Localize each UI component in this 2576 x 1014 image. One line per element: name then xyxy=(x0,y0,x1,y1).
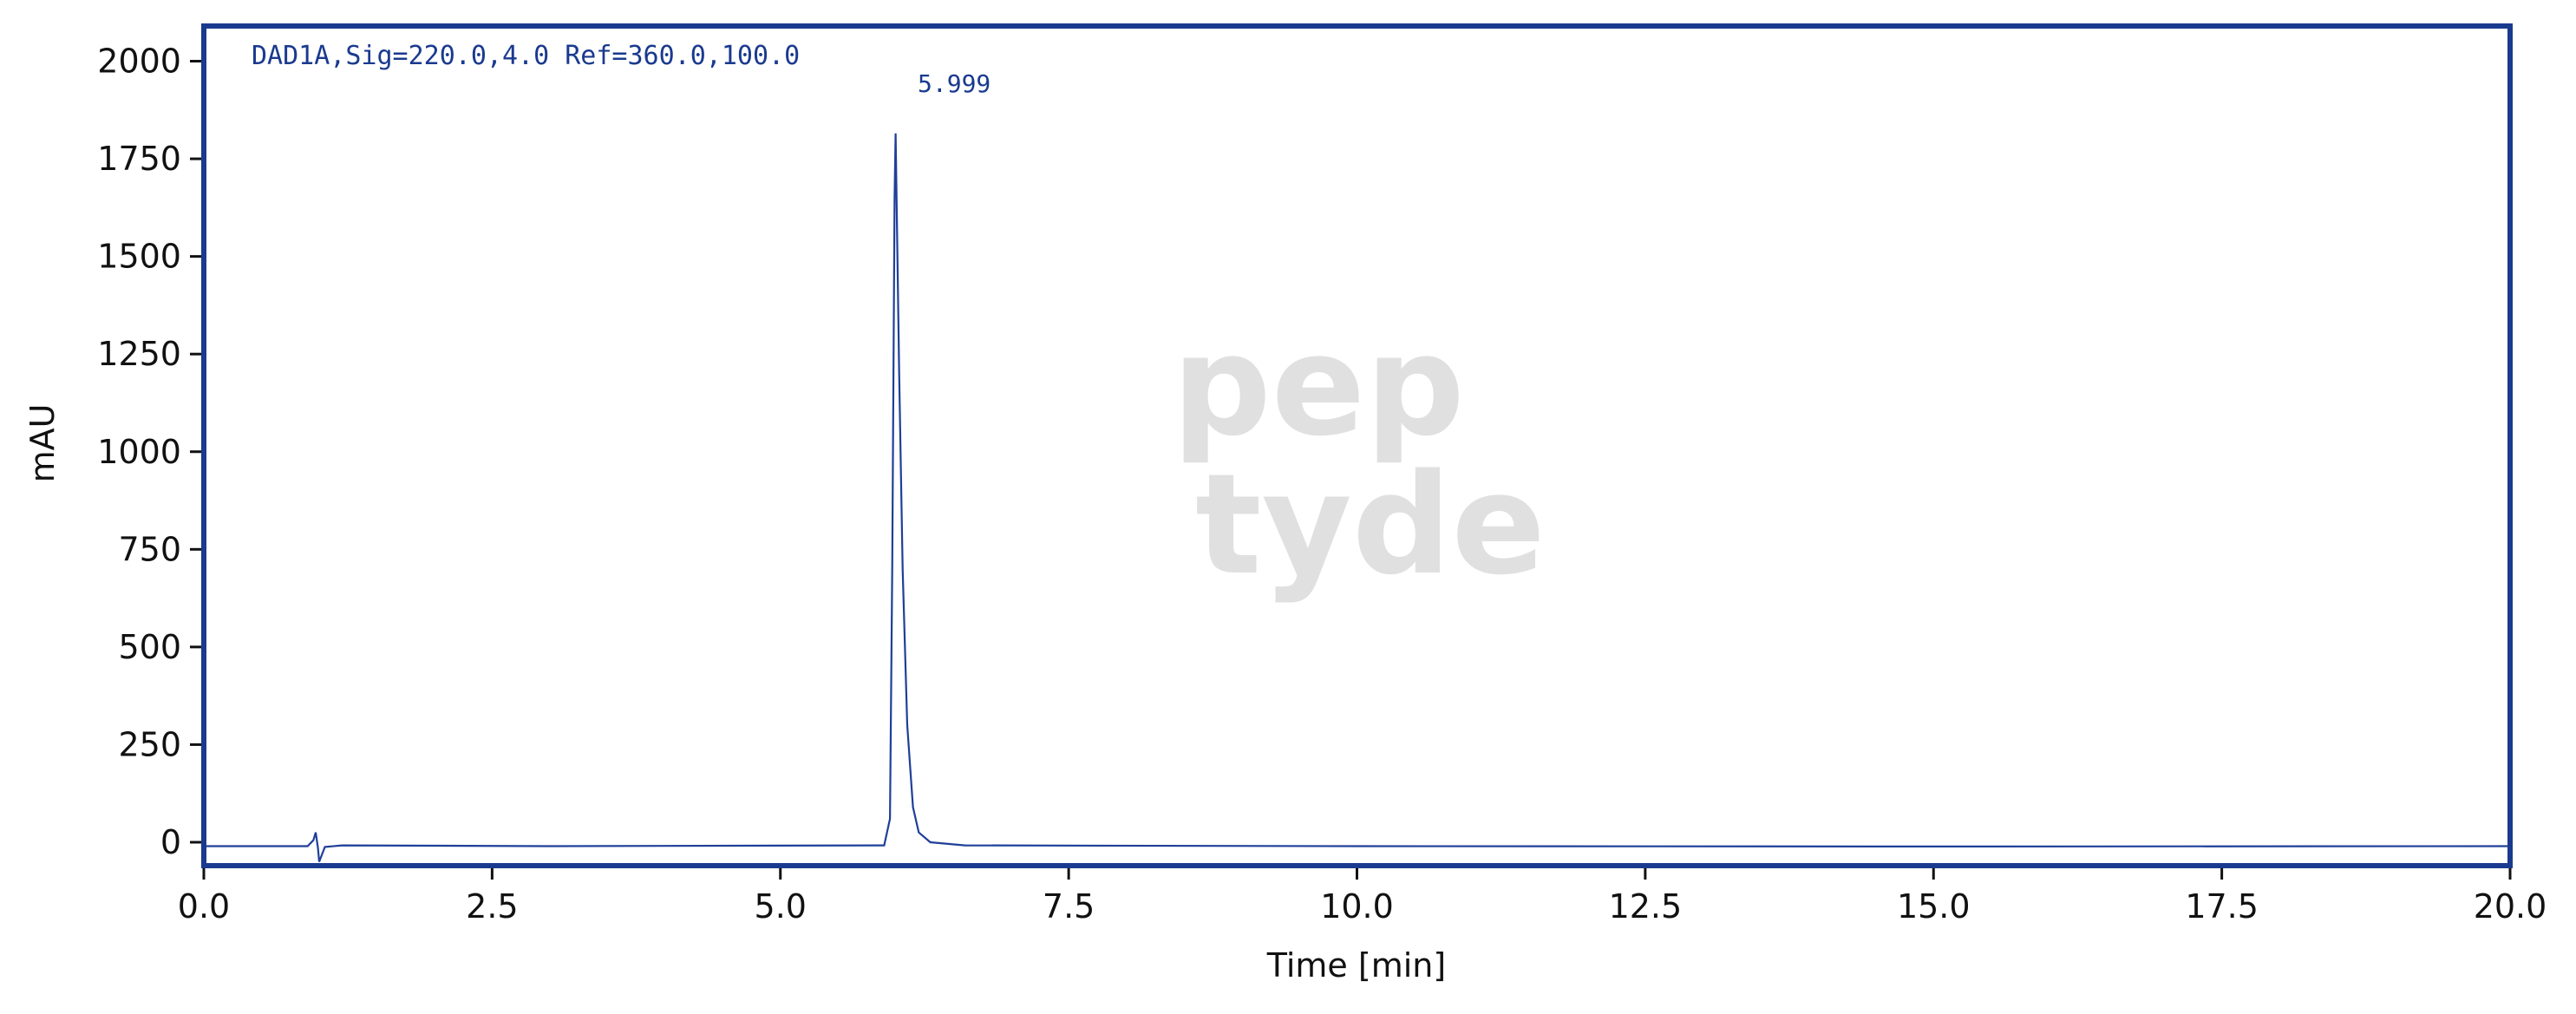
y-tick-label: 500 xyxy=(118,628,181,666)
y-tick-label: 1250 xyxy=(97,335,181,373)
y-tick-label: 750 xyxy=(118,530,181,568)
watermark: tyde xyxy=(1195,443,1546,605)
y-tick-label: 1500 xyxy=(97,238,181,276)
x-tick-label: 10.0 xyxy=(1320,887,1394,926)
x-tick-label: 7.5 xyxy=(1043,887,1095,926)
x-tick-label: 2.5 xyxy=(466,887,518,926)
x-tick-label: 17.5 xyxy=(2185,887,2259,926)
chromatogram-line xyxy=(204,133,2511,862)
signal-annotation: DAD1A,Sig=220.0,4.0 Ref=360.0,100.0 xyxy=(252,41,800,71)
y-tick-label: 2000 xyxy=(97,43,181,81)
x-tick-label: 15.0 xyxy=(1897,887,1971,926)
y-tick-label: 1000 xyxy=(97,433,181,471)
y-tick-label: 250 xyxy=(118,725,181,763)
x-tick-label: 5.0 xyxy=(755,887,807,926)
x-tick-label: 0.0 xyxy=(178,887,230,926)
y-axis-label: mAU xyxy=(23,404,62,483)
x-axis-label: Time [min] xyxy=(1266,946,1446,985)
y-tick-label: 0 xyxy=(160,823,181,861)
x-tick-label: 12.5 xyxy=(1609,887,1683,926)
peak-label: 5.999 xyxy=(918,69,991,98)
x-tick-label: 20.0 xyxy=(2474,887,2547,926)
y-tick-label: 1750 xyxy=(97,140,181,178)
plot-frame xyxy=(201,23,2513,868)
watermark: pep xyxy=(1172,304,1465,467)
